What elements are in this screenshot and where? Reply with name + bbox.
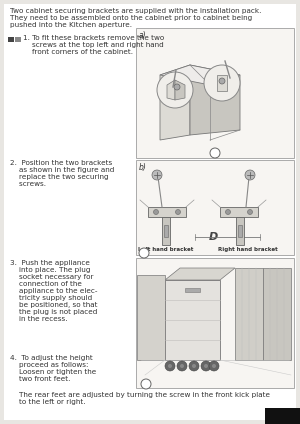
Circle shape: [157, 72, 193, 108]
Polygon shape: [165, 268, 235, 280]
Circle shape: [192, 364, 196, 368]
Text: The rear feet are adjusted by turning the screw in the front kick plate
    to t: The rear feet are adjusted by turning th…: [10, 392, 270, 405]
Circle shape: [177, 361, 187, 371]
Circle shape: [152, 170, 162, 180]
Circle shape: [139, 248, 149, 258]
Text: Two cabinet securing brackets are supplied with the installation pack.
They need: Two cabinet securing brackets are suppli…: [10, 8, 261, 28]
Polygon shape: [148, 207, 186, 217]
Text: 4.  To adjust the height
    proceed as follows:
    Loosen or tighten the
    t: 4. To adjust the height proceed as follo…: [10, 355, 96, 382]
Bar: [136, 160, 294, 255]
Circle shape: [212, 364, 216, 368]
Bar: [165, 280, 220, 360]
Circle shape: [210, 148, 220, 158]
Bar: [164, 225, 168, 237]
Circle shape: [204, 364, 208, 368]
Circle shape: [141, 379, 151, 389]
Text: 2.  Position the two brackets
    as shown in the figure and
    replace the two: 2. Position the two brackets as shown in…: [10, 160, 114, 187]
Circle shape: [189, 361, 199, 371]
Text: 29: 29: [277, 415, 287, 424]
Bar: [263, 268, 291, 360]
Text: 3: 3: [144, 383, 148, 388]
Polygon shape: [190, 65, 240, 135]
Polygon shape: [160, 65, 240, 85]
Polygon shape: [162, 217, 170, 245]
Bar: [185, 288, 200, 292]
Circle shape: [219, 78, 225, 84]
Text: Right hand bracket: Right hand bracket: [218, 247, 278, 252]
Polygon shape: [236, 217, 244, 245]
Bar: [8, 37, 14, 42]
Text: b): b): [139, 163, 147, 172]
Circle shape: [209, 361, 219, 371]
Circle shape: [165, 361, 175, 371]
Polygon shape: [220, 207, 258, 217]
Bar: [15, 37, 21, 42]
Text: Left hand bracket: Left hand bracket: [138, 247, 194, 252]
Polygon shape: [160, 65, 190, 140]
Circle shape: [201, 361, 211, 371]
Circle shape: [168, 364, 172, 368]
Circle shape: [204, 65, 240, 101]
Polygon shape: [217, 75, 227, 91]
Text: a): a): [139, 31, 147, 40]
Circle shape: [174, 84, 180, 90]
Text: 3.  Push the appliance
    into place. The plug
    socket necessary for
    con: 3. Push the appliance into place. The pl…: [10, 260, 98, 322]
Text: D: D: [209, 232, 218, 242]
Text: 1. To fit these brackets remove the two
    screws at the top left and right han: 1. To fit these brackets remove the two …: [23, 35, 164, 55]
Bar: [238, 225, 242, 237]
Bar: [136, 28, 294, 158]
Circle shape: [226, 209, 230, 215]
Circle shape: [154, 209, 158, 215]
Circle shape: [245, 170, 255, 180]
Polygon shape: [167, 80, 175, 100]
Bar: [136, 258, 294, 388]
Bar: [137, 275, 165, 360]
Text: 1: 1: [213, 153, 217, 159]
Circle shape: [176, 209, 181, 215]
Text: 2: 2: [142, 253, 146, 257]
Circle shape: [248, 209, 253, 215]
Circle shape: [180, 364, 184, 368]
Polygon shape: [175, 80, 185, 100]
Bar: [265, 408, 300, 424]
Bar: [235, 268, 263, 360]
